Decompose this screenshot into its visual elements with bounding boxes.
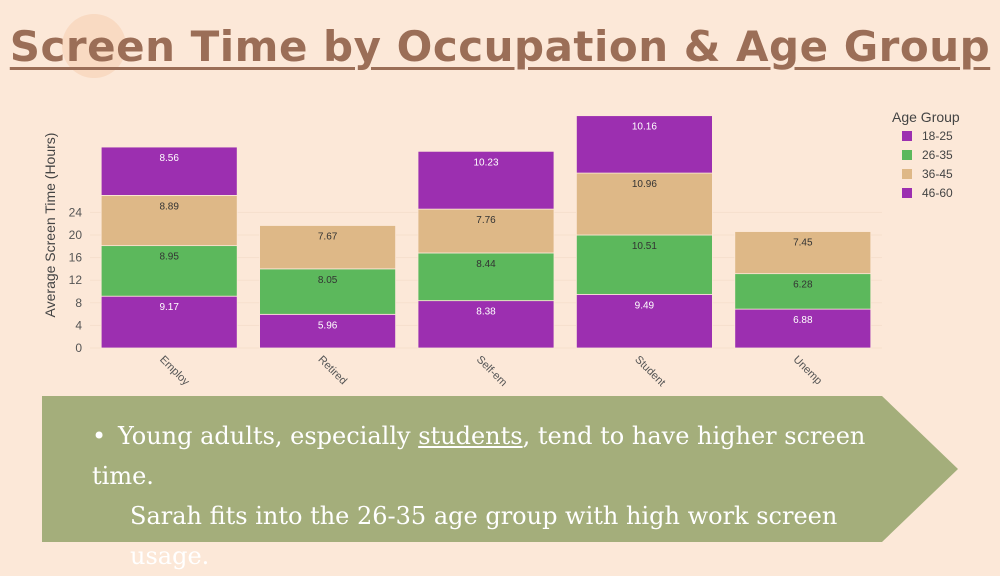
x-tick-label: Employ <box>157 354 192 389</box>
bar-segment <box>100 146 238 196</box>
data-label: 10.23 <box>473 157 498 168</box>
legend-swatch <box>902 150 912 160</box>
data-label: 8.95 <box>159 252 179 263</box>
insight-callout: • Young adults, especially students, tend… <box>42 396 958 570</box>
slide-title: Screen Time by Occupation & Age Group <box>9 22 991 71</box>
bar-segment <box>100 194 238 247</box>
data-label: 5.96 <box>318 320 338 331</box>
legend-swatch <box>902 169 912 179</box>
callout-line-1-suffix: , tend to have higher screen time. <box>92 422 866 490</box>
y-tick-label: 12 <box>69 273 83 287</box>
y-tick-label: 4 <box>75 318 82 332</box>
bar-segment <box>734 231 872 275</box>
x-tick-label: Student <box>632 354 667 389</box>
bar-segment <box>100 245 238 297</box>
bar-segment <box>734 273 872 310</box>
legend-entry: 18-25 <box>922 129 953 143</box>
bar-segment <box>100 295 238 349</box>
bar-segment <box>576 115 713 174</box>
y-tick-label: 16 <box>69 251 83 265</box>
data-label: 8.05 <box>318 275 338 286</box>
data-label: 7.67 <box>318 232 338 243</box>
bar-segment <box>259 225 397 270</box>
data-label: 8.44 <box>476 259 496 270</box>
data-label: 10.16 <box>632 122 657 133</box>
bar-segment <box>417 252 555 302</box>
data-label: 8.38 <box>476 307 496 318</box>
data-label: 6.28 <box>793 280 813 291</box>
bar-segment <box>259 268 397 315</box>
y-tick-label: 20 <box>69 228 83 242</box>
data-label: 9.49 <box>635 300 655 311</box>
callout-text: • Young adults, especially students, tend… <box>92 416 922 576</box>
bar-segment <box>259 313 397 349</box>
data-label: 8.89 <box>159 201 179 212</box>
legend-swatch <box>902 188 912 198</box>
bar-segment <box>734 308 872 349</box>
bar-segment <box>417 150 555 210</box>
legend-title: Age Group <box>892 109 960 125</box>
legend-entry: 36-45 <box>922 167 953 181</box>
data-label: 10.51 <box>632 241 657 252</box>
bar-segment <box>417 300 555 349</box>
data-label: 7.45 <box>793 238 813 249</box>
callout-line-1-prefix: Young adults, especially <box>118 422 419 450</box>
data-label: 6.88 <box>793 315 813 326</box>
callout-background <box>42 396 958 542</box>
callout-line-1: • Young adults, especially students, tend… <box>92 416 922 496</box>
stacked-bar-chart: 0 4 8 12 16 20 24 Average Screen Time (Hours) 9.… <box>42 109 960 389</box>
data-label: 7.76 <box>476 215 496 226</box>
y-axis-label: Average Screen Time (Hours) <box>42 133 58 318</box>
callout-arrow-shape <box>42 396 958 542</box>
bar-segment <box>576 293 713 349</box>
bar-segment <box>417 208 555 254</box>
decorative-circle <box>62 14 126 78</box>
bar-segment <box>576 234 713 295</box>
bullet: • <box>92 422 107 450</box>
x-tick-label: Self-em <box>474 354 509 389</box>
x-tick-label: Unemp <box>791 354 825 388</box>
data-label: 9.17 <box>159 302 179 313</box>
legend-entry: 46-60 <box>922 186 953 200</box>
data-label: 8.56 <box>159 153 179 164</box>
y-tick-label: 0 <box>75 341 82 355</box>
data-label: 10.96 <box>632 179 657 190</box>
y-tick-label: 8 <box>75 296 82 310</box>
y-tick-label: 24 <box>69 205 83 219</box>
legend-entry: 26-35 <box>922 148 953 162</box>
callout-line-2: Sarah fits into the 26-35 age group with… <box>130 502 838 570</box>
legend-swatch <box>902 131 912 141</box>
x-tick-label: Retired <box>315 354 349 388</box>
bar-segment <box>576 172 713 236</box>
callout-highlight: students <box>418 422 523 450</box>
